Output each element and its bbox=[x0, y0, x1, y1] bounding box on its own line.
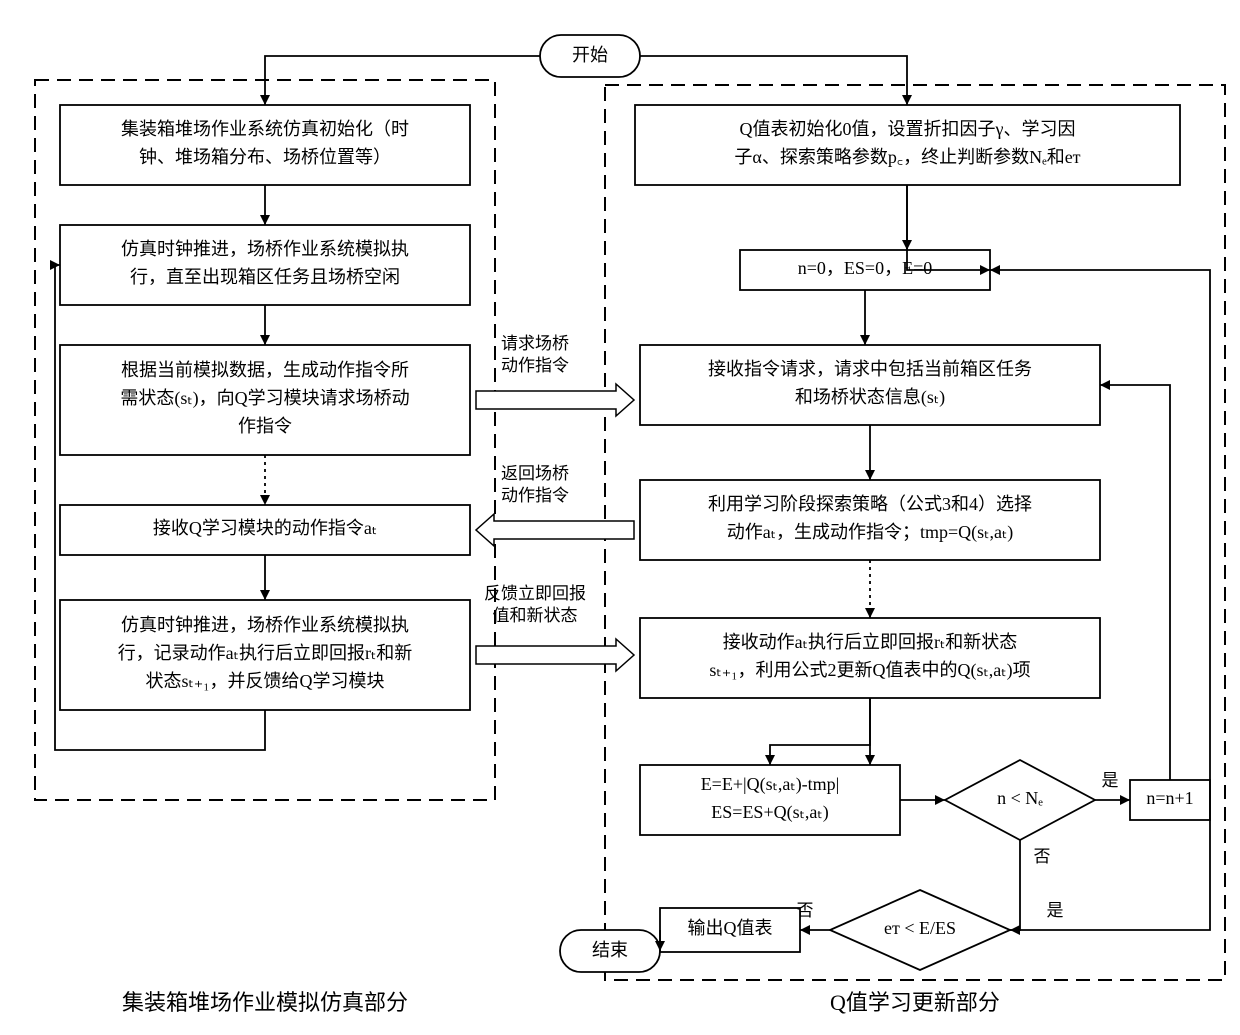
svg-text:n=n+1: n=n+1 bbox=[1146, 788, 1193, 808]
cross-arrow-1 bbox=[476, 384, 634, 416]
svg-text:输出Q值表: 输出Q值表 bbox=[688, 918, 773, 938]
cross-arrow-2 bbox=[476, 514, 634, 546]
svg-text:sₜ₊₁，利用公式2更新Q值表中的Q(sₜ,aₜ)项: sₜ₊₁，利用公式2更新Q值表中的Q(sₜ,aₜ)项 bbox=[709, 660, 1030, 681]
svg-text:E=E+|Q(sₜ,aₜ)-tmp|: E=E+|Q(sₜ,aₜ)-tmp| bbox=[701, 774, 840, 795]
svg-text:请求场桥: 请求场桥 bbox=[501, 334, 569, 353]
node-r1 bbox=[635, 105, 1180, 185]
svg-text:值和新状态: 值和新状态 bbox=[493, 606, 578, 625]
left-panel-title: 集装箱堆场作业模拟仿真部分 bbox=[122, 990, 408, 1015]
svg-text:反馈立即回报: 反馈立即回报 bbox=[484, 584, 586, 603]
svg-text:否: 否 bbox=[797, 901, 814, 920]
svg-text:集装箱堆场作业系统仿真初始化（时: 集装箱堆场作业系统仿真初始化（时 bbox=[121, 119, 409, 139]
svg-text:否: 否 bbox=[1034, 847, 1051, 866]
svg-text:Q值表初始化0值，设置折扣因子γ、学习因: Q值表初始化0值，设置折扣因子γ、学习因 bbox=[740, 119, 1076, 139]
svg-text:结束: 结束 bbox=[592, 940, 628, 960]
right-panel-title: Q值学习更新部分 bbox=[830, 990, 1000, 1015]
svg-text:动作指令: 动作指令 bbox=[501, 356, 569, 375]
svg-text:开始: 开始 bbox=[572, 45, 608, 65]
svg-text:子α、探索策略参数p꜀，终止判断参数Nₑ和eᴛ: 子α、探索策略参数p꜀，终止判断参数Nₑ和eᴛ bbox=[734, 147, 1080, 167]
svg-text:是: 是 bbox=[1047, 901, 1064, 920]
svg-text:动作指令: 动作指令 bbox=[501, 486, 569, 505]
svg-text:需状态(sₜ)，向Q学习模块请求场桥动: 需状态(sₜ)，向Q学习模块请求场桥动 bbox=[120, 388, 409, 409]
svg-text:接收动作aₜ执行后立即回报rₜ和新状态: 接收动作aₜ执行后立即回报rₜ和新状态 bbox=[723, 632, 1018, 652]
svg-text:仿真时钟推进，场桥作业系统模拟执: 仿真时钟推进，场桥作业系统模拟执 bbox=[121, 239, 409, 259]
cross-arrow-3 bbox=[476, 639, 634, 671]
svg-text:钟、堆场箱分布、场桥位置等）: 钟、堆场箱分布、场桥位置等） bbox=[139, 147, 391, 167]
svg-text:n < Nₑ: n < Nₑ bbox=[997, 788, 1043, 808]
svg-text:是: 是 bbox=[1102, 771, 1119, 790]
svg-text:接收指令请求，请求中包括当前箱区任务: 接收指令请求，请求中包括当前箱区任务 bbox=[708, 359, 1032, 379]
svg-text:n=0，ES=0，E=0: n=0，ES=0，E=0 bbox=[798, 258, 932, 278]
svg-text:仿真时钟推进，场桥作业系统模拟执: 仿真时钟推进，场桥作业系统模拟执 bbox=[121, 615, 409, 635]
svg-text:利用学习阶段探索策略（公式3和4）选择: 利用学习阶段探索策略（公式3和4）选择 bbox=[708, 494, 1032, 514]
node-r5 bbox=[640, 618, 1100, 698]
node-r4 bbox=[640, 480, 1100, 560]
node-r3 bbox=[640, 345, 1100, 425]
svg-text:返回场桥: 返回场桥 bbox=[501, 464, 569, 483]
svg-text:动作aₜ，生成动作指令；tmp=Q(sₜ,aₜ): 动作aₜ，生成动作指令；tmp=Q(sₜ,aₜ) bbox=[727, 522, 1014, 543]
svg-text:状态sₜ₊₁，并反馈给Q学习模块: 状态sₜ₊₁，并反馈给Q学习模块 bbox=[145, 671, 384, 691]
svg-text:eᴛ < E/ES: eᴛ < E/ES bbox=[884, 918, 956, 938]
svg-text:行，直至出现箱区任务且场桥空闲: 行，直至出现箱区任务且场桥空闲 bbox=[130, 267, 400, 287]
svg-text:根据当前模拟数据，生成动作指令所: 根据当前模拟数据，生成动作指令所 bbox=[121, 360, 409, 380]
svg-text:作指令: 作指令 bbox=[238, 416, 292, 436]
svg-text:和场桥状态信息(sₜ): 和场桥状态信息(sₜ) bbox=[795, 387, 945, 408]
node-l1 bbox=[60, 105, 470, 185]
svg-text:行，记录动作aₜ执行后立即回报rₜ和新: 行，记录动作aₜ执行后立即回报rₜ和新 bbox=[118, 643, 413, 663]
svg-text:ES=ES+Q(sₜ,aₜ): ES=ES+Q(sₜ,aₜ) bbox=[711, 802, 828, 823]
svg-text:接收Q学习模块的动作指令aₜ: 接收Q学习模块的动作指令aₜ bbox=[153, 518, 377, 538]
flowchart-diagram: 开始结束 集装箱堆场作业系统仿真初始化（时钟、堆场箱分布、场桥位置等） 仿真时钟推进… bbox=[0, 0, 1240, 1035]
node-l2 bbox=[60, 225, 470, 305]
